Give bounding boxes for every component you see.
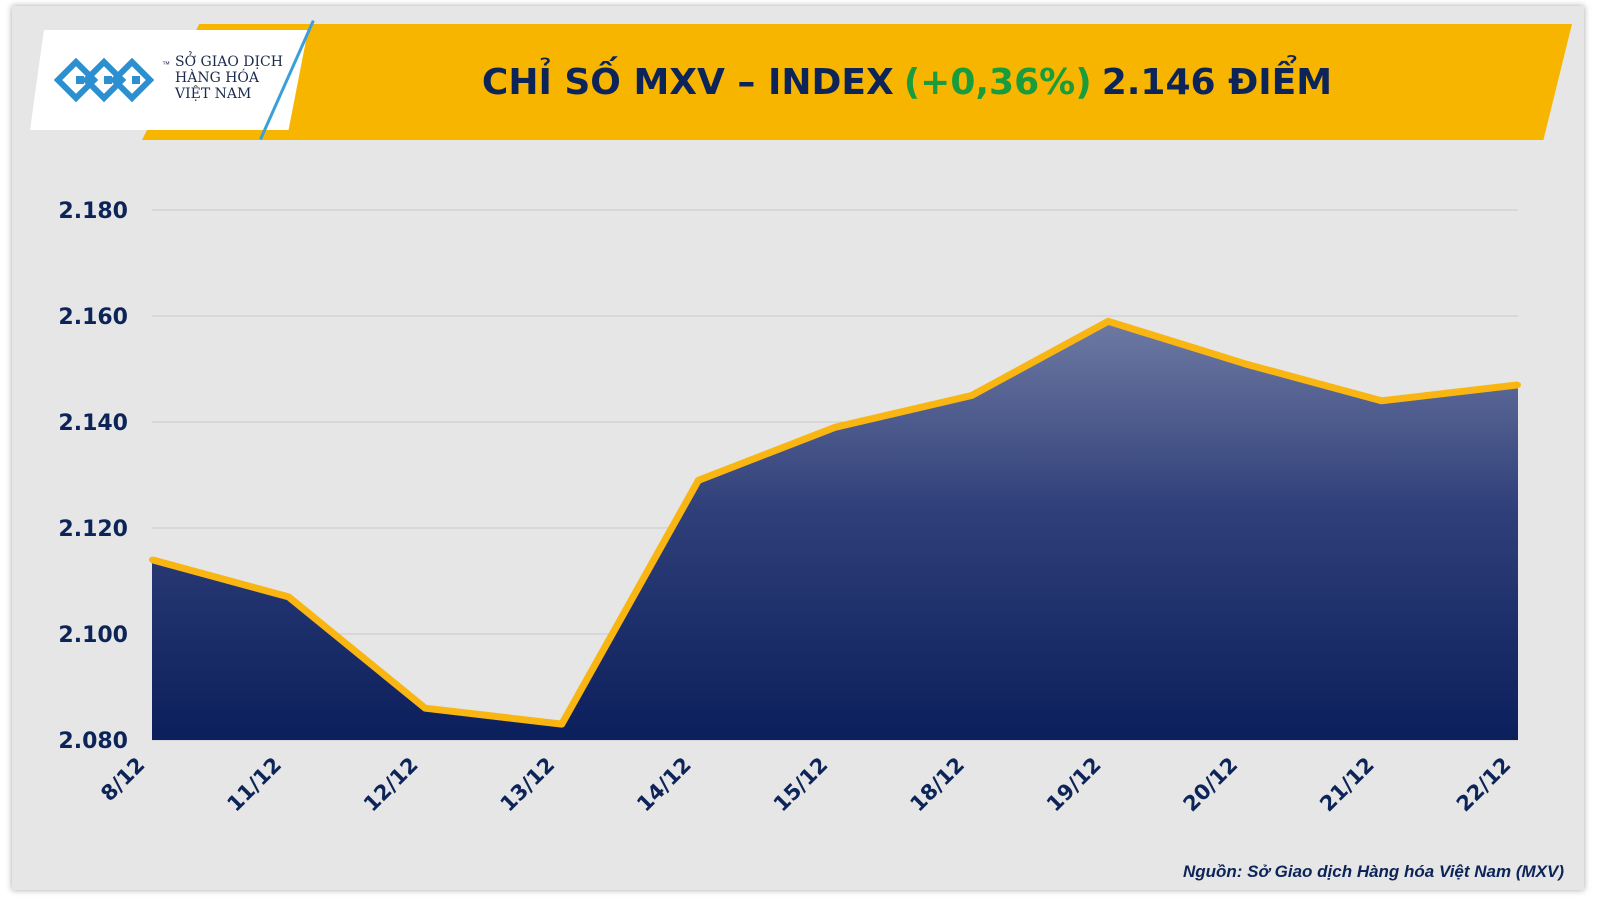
logo-trademark: ™ xyxy=(162,60,170,69)
area-fill xyxy=(152,321,1518,740)
logo-line-2: HÀNG HÓA xyxy=(175,70,259,86)
data-point xyxy=(968,392,975,399)
y-tick-label: 2.120 xyxy=(58,517,128,542)
x-tick-label: 8/12 xyxy=(96,753,149,806)
y-tick-label: 2.160 xyxy=(58,305,128,330)
title-change: (+0,36%) xyxy=(903,61,1092,103)
title-suffix: 2.146 ĐIỂM xyxy=(1101,61,1333,103)
data-point xyxy=(695,477,702,484)
y-tick-label: 2.100 xyxy=(58,623,128,648)
data-point xyxy=(1515,381,1521,388)
x-tick-label: 20/12 xyxy=(1179,753,1243,817)
logo-line-3: VIỆT NAM xyxy=(175,86,252,102)
data-point xyxy=(1241,360,1248,367)
title-band xyxy=(142,24,1572,140)
logo-text: SỞ GIAO DỊCH HÀNG HÓA VIỆT NAM xyxy=(175,54,283,102)
x-tick-label: 13/12 xyxy=(496,753,560,817)
chart-canvas: CHỈ SỐ MXV – INDEX (+0,36%) 2.146 ĐIỂM S… xyxy=(12,6,1584,890)
area-chart: 2.080 2.100 2.120 2.140 2.160 2.180 8/12 11/12… xyxy=(58,199,1521,817)
x-tick-label: 19/12 xyxy=(1042,753,1106,817)
area-series xyxy=(149,317,1521,740)
x-tick-label: 22/12 xyxy=(1452,753,1516,817)
x-tick-label: 11/12 xyxy=(222,753,286,817)
data-point xyxy=(1378,397,1385,404)
source-note: Nguồn: Sở Giao dịch Hàng hóa Việt Nam (M… xyxy=(1182,862,1564,881)
x-tick-label: 12/12 xyxy=(359,753,423,817)
x-axis-ticks: 8/12 11/12 12/12 13/12 14/12 15/12 18/12 19/12 2… xyxy=(96,753,1515,817)
data-point xyxy=(1105,318,1112,325)
x-tick-label: 15/12 xyxy=(769,753,833,817)
mxv-logo-icon xyxy=(54,57,155,103)
x-tick-label: 21/12 xyxy=(1315,753,1379,817)
logo-line-1: SỞ GIAO DỊCH xyxy=(175,54,283,70)
y-tick-label: 2.080 xyxy=(58,729,128,754)
chart-title: CHỈ SỐ MXV – INDEX (+0,36%) 2.146 ĐIỂM xyxy=(282,24,1532,140)
data-point xyxy=(558,721,565,728)
data-point xyxy=(422,705,429,712)
y-tick-label: 2.180 xyxy=(58,199,128,224)
y-axis-ticks: 2.080 2.100 2.120 2.140 2.160 2.180 xyxy=(58,199,128,754)
y-tick-label: 2.140 xyxy=(58,411,128,436)
data-point xyxy=(832,424,838,431)
data-point xyxy=(149,556,155,563)
x-tick-label: 18/12 xyxy=(905,753,969,817)
title-prefix: CHỈ SỐ MXV – INDEX xyxy=(481,61,894,103)
data-point xyxy=(285,593,292,600)
x-tick-label: 14/12 xyxy=(632,753,696,817)
